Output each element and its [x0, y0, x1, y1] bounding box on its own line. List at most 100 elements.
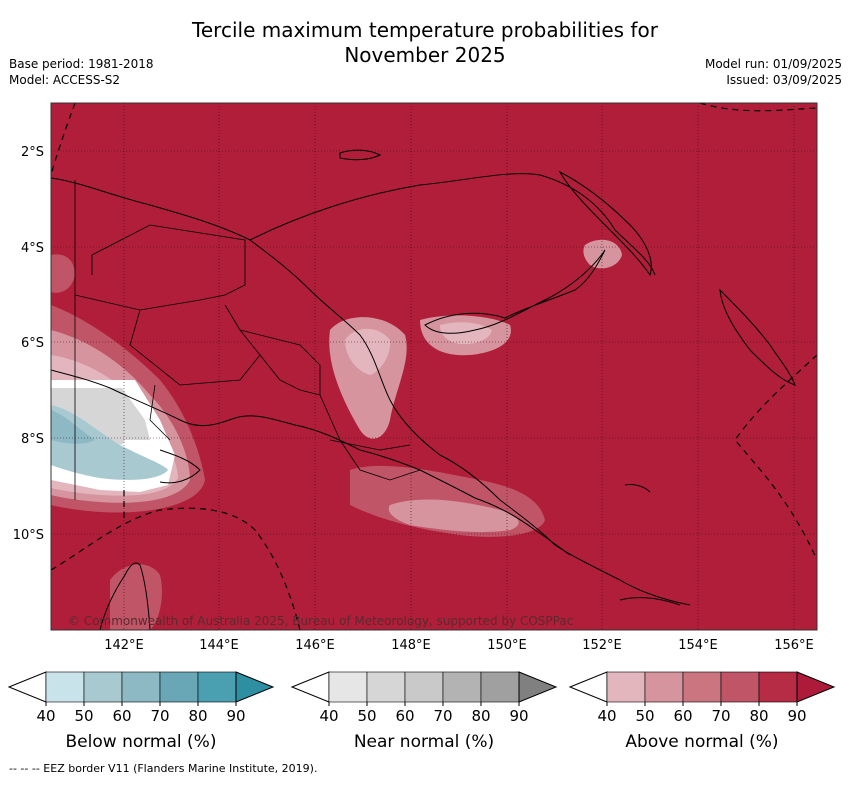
fly-river-coast [159, 449, 201, 484]
map-frame [50, 102, 818, 631]
manus-coast [339, 149, 382, 161]
colorbar-tick-label: 60 [673, 707, 692, 725]
new-britain-coast [424, 249, 606, 334]
model-run: Model run: 01/09/2025 [704, 57, 842, 71]
colorbar-max-extend [235, 671, 275, 703]
eez-footnote: -- -- -- EEZ border V11 (Flanders Marine… [9, 762, 318, 775]
eez-northeast [699, 103, 817, 112]
colorbar-tick-label: 40 [36, 707, 55, 725]
colorbar-below-normal: 40 50 60 70 80 90 [7, 671, 275, 725]
colorbar-segment [83, 671, 123, 703]
colorbar-tick-label: 80 [471, 707, 490, 725]
colorbar-segment [720, 671, 760, 703]
eez-south [51, 507, 301, 630]
shade-above-50-east-png [388, 499, 519, 533]
map-background [51, 103, 817, 630]
colorbar-tick-label: 90 [226, 707, 245, 725]
probability-shading [51, 239, 622, 630]
colorbar-segment [606, 671, 646, 703]
colorbar-title-above: Above normal (%) [625, 732, 778, 752]
shade-below-70-west [51, 410, 95, 444]
colorbar-segment [480, 671, 520, 703]
lon-label: 146°E [295, 638, 335, 653]
colorbar-max-extend [518, 671, 558, 703]
colorbar-segment [644, 671, 684, 703]
lon-label: 152°E [582, 638, 622, 653]
lon-label: 142°E [104, 638, 144, 653]
lon-label: 144°E [199, 638, 239, 653]
colorbar-tick-label: 90 [509, 707, 528, 725]
colorbar-min-extend [568, 671, 608, 703]
coastlines [51, 149, 796, 630]
eez-east [734, 354, 817, 561]
colorbar-tick-label: 50 [635, 707, 654, 725]
shade-below-60-west [51, 405, 168, 480]
colorbar-above-normal: 40 50 60 70 80 90 [568, 671, 836, 725]
lat-label: 2°S [21, 145, 44, 160]
colorbar-segment [159, 671, 199, 703]
colorbar-tick-label: 80 [188, 707, 207, 725]
colorbar-segment [758, 671, 798, 703]
louisiade-coast [619, 597, 681, 606]
lon-label: 148°E [391, 638, 431, 653]
shade-near-normal-west [51, 388, 150, 445]
northeast-png-coast [249, 173, 656, 276]
colorbar-min-extend [7, 671, 47, 703]
shade-above-60-west-upper [51, 254, 75, 293]
graticule [51, 103, 817, 630]
colorbar-segment [45, 671, 85, 703]
model-name: Model: ACCESS-S2 [9, 73, 121, 87]
lon-label: 150°E [487, 638, 527, 653]
colorbar-tick-label: 60 [395, 707, 414, 725]
colorbar-tick-label: 70 [433, 707, 452, 725]
colorbar-tick-label: 80 [749, 707, 768, 725]
trobriand-coast [624, 484, 651, 493]
lat-label: 10°S [13, 528, 44, 543]
base-period: Base period: 1981-2018 [9, 57, 154, 71]
australia-north-coast [99, 562, 151, 630]
latitude-labels: 2°S 4°S 6°S 8°S 10°S [13, 145, 44, 543]
colorbar-max-extend [796, 671, 836, 703]
colorbar-tick-label: 70 [711, 707, 730, 725]
issued-date: Issued: 03/09/2025 [726, 73, 842, 87]
meta-right: Model run: 01/09/2025 Issued: 03/09/2025 [705, 56, 842, 88]
colorbar-title-near: Near normal (%) [354, 732, 494, 752]
colorbar-segment [404, 671, 444, 703]
lat-label: 8°S [21, 432, 44, 447]
longitude-labels: 142°E 144°E 146°E 148°E 150°E 152°E 154°… [104, 638, 814, 653]
eez-north [51, 103, 76, 176]
colorbar-segment [197, 671, 237, 703]
colorbar-segment [442, 671, 482, 703]
colorbar-segment [682, 671, 722, 703]
new-guinea-coast [51, 177, 691, 606]
new-ireland-coast [558, 170, 652, 277]
map-title: Tercile maximum temperature probabilitie… [0, 18, 850, 68]
shade-above-40-lakekopiago [345, 328, 391, 375]
bougainville-coast [719, 288, 796, 386]
colorbar-segment [121, 671, 161, 703]
eez-borders [51, 103, 817, 630]
admin-borders [74, 180, 421, 500]
shade-above-40-new-britain [440, 322, 492, 345]
colorbar-tick-label: 90 [787, 707, 806, 725]
colorbar-min-extend [290, 671, 330, 703]
title-line-1: Tercile maximum temperature probabilitie… [192, 18, 658, 42]
map-panel: © Commonwealth of Australia 2025, Bureau… [51, 103, 817, 630]
colorbar-tick-label: 40 [597, 707, 616, 725]
title-line-2: November 2025 [344, 43, 506, 67]
colorbar-tick-label: 50 [74, 707, 93, 725]
colorbar-segment [366, 671, 406, 703]
colorbar-tick-label: 40 [319, 707, 338, 725]
colorbar-near-normal: 40 50 60 70 80 90 [290, 671, 558, 725]
colorbar-tick-label: 60 [112, 707, 131, 725]
lon-label: 156°E [774, 638, 814, 653]
copyright-note: © Commonwealth of Australia 2025, Bureau… [68, 614, 573, 628]
lon-label: 154°E [678, 638, 718, 653]
colorbar-tick-label: 70 [150, 707, 169, 725]
lat-label: 4°S [21, 241, 44, 256]
colorbar-tick-label: 50 [357, 707, 376, 725]
lat-label: 6°S [21, 336, 44, 351]
colorbar-segment [328, 671, 368, 703]
meta-left: Base period: 1981-2018 Model: ACCESS-S2 [9, 56, 154, 88]
